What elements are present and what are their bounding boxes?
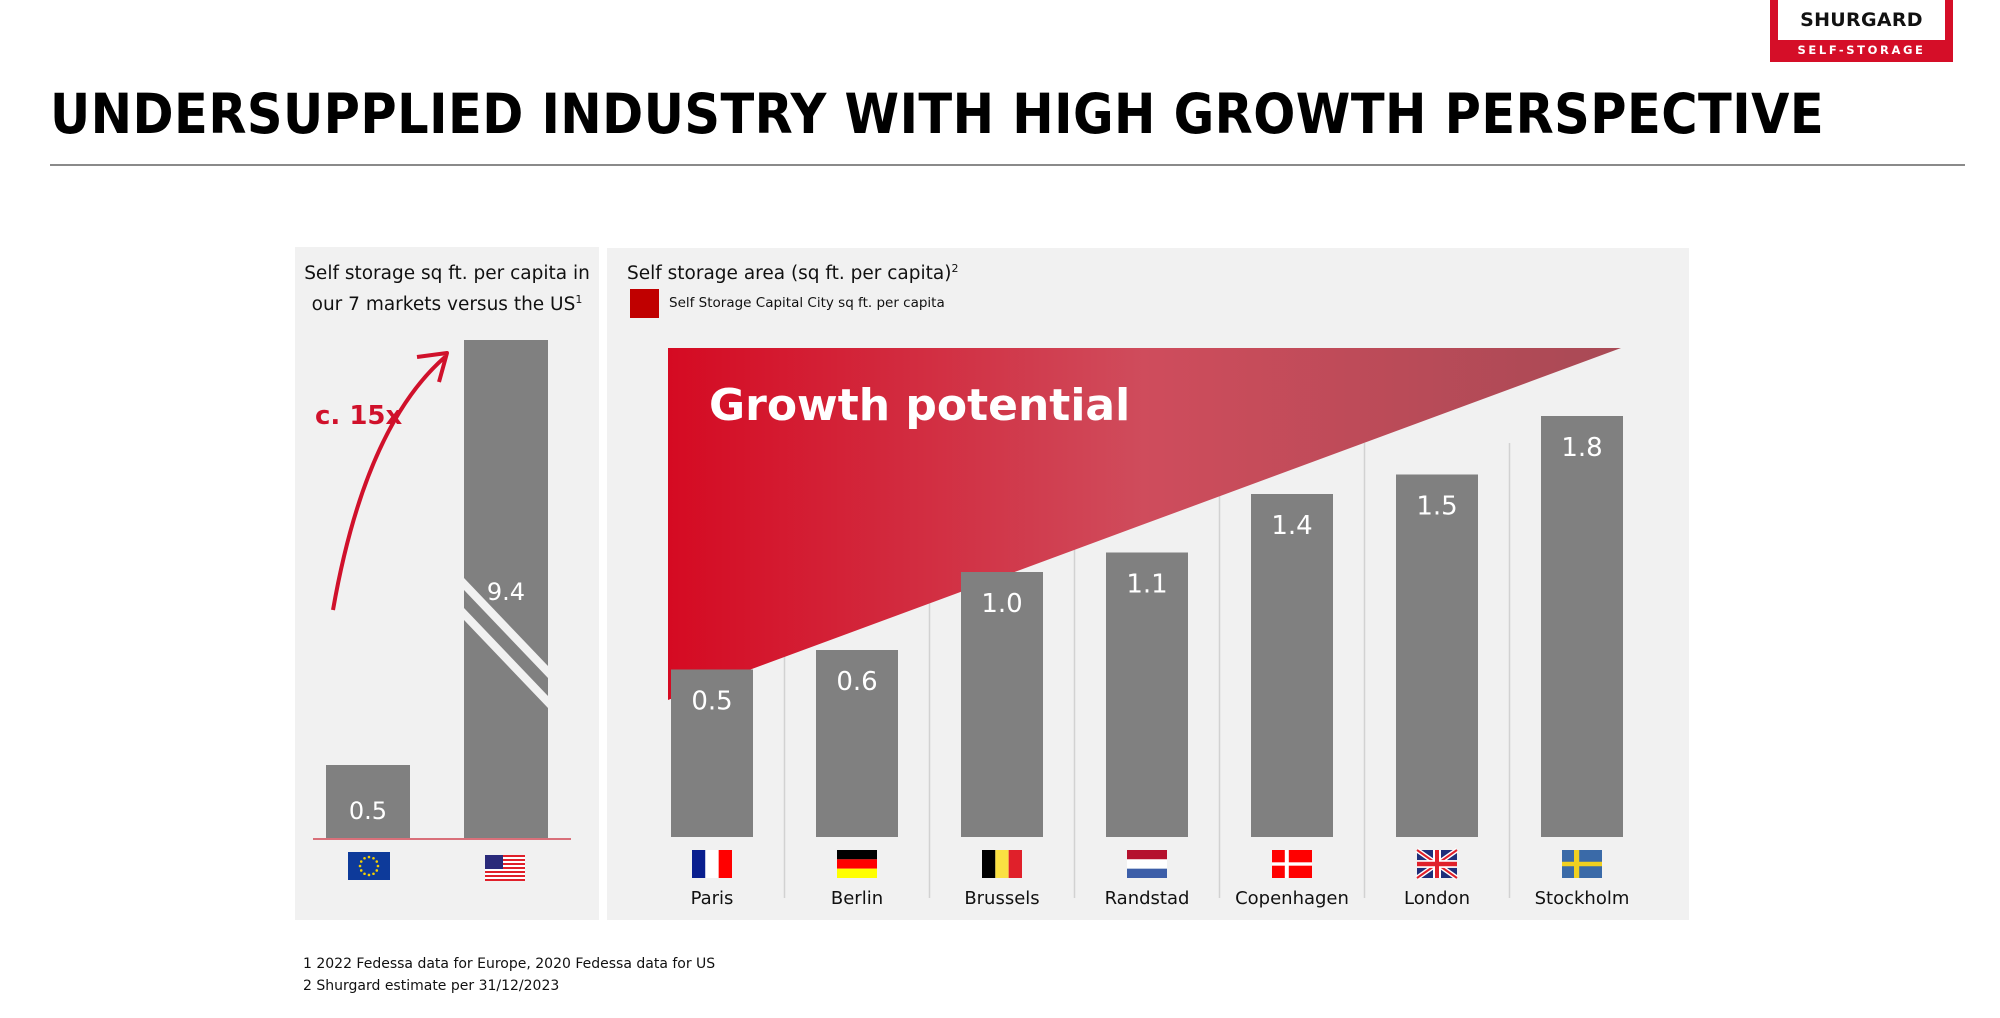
- france-flag-icon: [692, 850, 732, 878]
- right-chart-title: Self storage area (sq ft. per capita)2: [627, 262, 958, 284]
- data-label: 1.0: [981, 589, 1022, 619]
- category-label: Berlin: [831, 888, 883, 909]
- right-chart-title-sup: 2: [951, 262, 959, 275]
- category-label: London: [1404, 888, 1470, 909]
- right-chart: Growth potential 0.5 Paris 0.6 Berlin 1.0 Brus…: [668, 348, 1630, 909]
- footnote-2: 2 Shurgard estimate per 31/12/2023: [303, 978, 560, 994]
- bar-0: [326, 765, 410, 839]
- arrow-head-icon: [416, 351, 449, 383]
- left-chart-title-text: Self storage sq ft. per capita in our 7 …: [304, 263, 590, 316]
- bar-brussels: [961, 572, 1043, 837]
- uk-flag-icon: [1415, 847, 1459, 881]
- data-label: 0.6: [836, 667, 877, 697]
- category-label: Brussels: [964, 888, 1039, 909]
- bar-stockholm: [1541, 416, 1623, 837]
- bar-randstad: [1106, 552, 1188, 837]
- us-flag-icon: [485, 855, 525, 881]
- multiplier-annotation: c. 15x: [315, 401, 403, 431]
- category-label: Stockholm: [1535, 888, 1630, 909]
- logo-wordmark: SHURGARD: [1778, 0, 1945, 40]
- axis-break-stripe: [464, 578, 548, 678]
- bar-copenhagen: [1251, 494, 1333, 837]
- netherlands-flag-icon: [1127, 850, 1167, 878]
- legend-label: Self Storage Capital City sq ft. per cap…: [669, 295, 945, 311]
- data-label: 1.4: [1271, 511, 1312, 541]
- denmark-flag-icon: [1272, 850, 1312, 878]
- category-label: Copenhagen: [1235, 888, 1349, 909]
- logo-tagline: SELF-STORAGE: [1797, 43, 1926, 57]
- bar-paris: [671, 669, 753, 837]
- eu-flag-icon: [348, 852, 390, 880]
- capital-city-panel: Self storage area (sq ft. per capita)2 S…: [607, 248, 1689, 920]
- growth-potential-wedge: [668, 348, 1621, 700]
- bar-berlin: [816, 650, 898, 837]
- bar-london: [1396, 474, 1478, 837]
- bar-1: [464, 340, 548, 839]
- shurgard-logo: SHURGARD SELF-STORAGE: [1770, 0, 1953, 62]
- growth-arrow: [331, 355, 447, 611]
- us-comparison-panel: Self storage sq ft. per capita in our 7 …: [295, 247, 599, 920]
- left-chart-title-sup: 1: [575, 293, 583, 306]
- axis-break-stripe: [464, 608, 548, 708]
- footnotes: 1 2022 Fedessa data for Europe, 2020 Fed…: [303, 953, 715, 997]
- germany-flag-icon: [837, 850, 877, 878]
- data-label: 1.8: [1561, 433, 1602, 463]
- growth-potential-label: Growth potential: [709, 380, 1130, 431]
- data-label: 0.5: [691, 687, 732, 717]
- data-label: 0.5: [349, 797, 387, 825]
- sweden-flag-icon: [1562, 850, 1602, 878]
- title-divider: [50, 164, 1965, 166]
- category-label: Randstad: [1105, 888, 1190, 909]
- right-chart-title-text: Self storage area (sq ft. per capita): [627, 263, 952, 285]
- left-chart: 0.5 9.4 c. 15x: [313, 340, 571, 881]
- page-title: UNDERSUPPLIED INDUSTRY WITH HIGH GROWTH …: [50, 82, 1825, 146]
- category-label: Paris: [691, 888, 734, 909]
- belgium-flag-icon: [982, 850, 1022, 878]
- left-chart-title: Self storage sq ft. per capita in our 7 …: [295, 261, 599, 318]
- footnote-1: 1 2022 Fedessa data for Europe, 2020 Fed…: [303, 956, 716, 972]
- data-label: 1.1: [1126, 570, 1167, 600]
- data-label: 1.5: [1416, 492, 1457, 522]
- legend-swatch: [630, 289, 659, 318]
- data-label: 9.4: [487, 578, 525, 606]
